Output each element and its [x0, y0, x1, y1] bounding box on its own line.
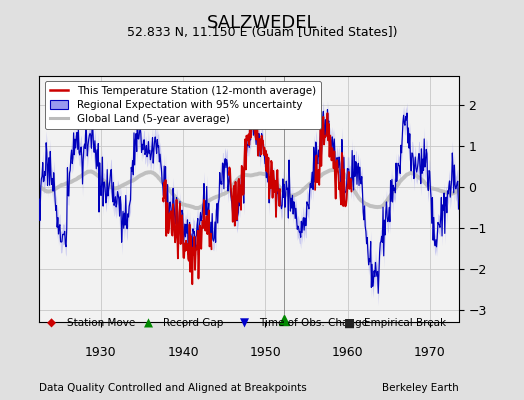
Text: ■: ■: [344, 316, 355, 330]
Text: Berkeley Earth: Berkeley Earth: [382, 383, 458, 393]
Text: Time of Obs. Change: Time of Obs. Change: [259, 318, 368, 328]
Text: SALZWEDEL: SALZWEDEL: [207, 14, 317, 32]
Text: 1930: 1930: [85, 346, 117, 359]
Text: 1960: 1960: [332, 346, 363, 359]
Text: 1970: 1970: [414, 346, 445, 359]
Text: Data Quality Controlled and Aligned at Breakpoints: Data Quality Controlled and Aligned at B…: [39, 383, 307, 393]
Text: 52.833 N, 11.150 E (Guam [United States]): 52.833 N, 11.150 E (Guam [United States]…: [127, 26, 397, 39]
Text: ▲: ▲: [144, 316, 153, 330]
Text: 1950: 1950: [249, 346, 281, 359]
Text: 1940: 1940: [167, 346, 199, 359]
Text: Record Gap: Record Gap: [163, 318, 223, 328]
Text: Empirical Break: Empirical Break: [364, 318, 446, 328]
Text: ▼: ▼: [240, 316, 249, 330]
Text: ◆: ◆: [47, 316, 57, 330]
Text: Station Move: Station Move: [67, 318, 135, 328]
Legend: This Temperature Station (12-month average), Regional Expectation with 95% uncer: This Temperature Station (12-month avera…: [45, 81, 321, 129]
